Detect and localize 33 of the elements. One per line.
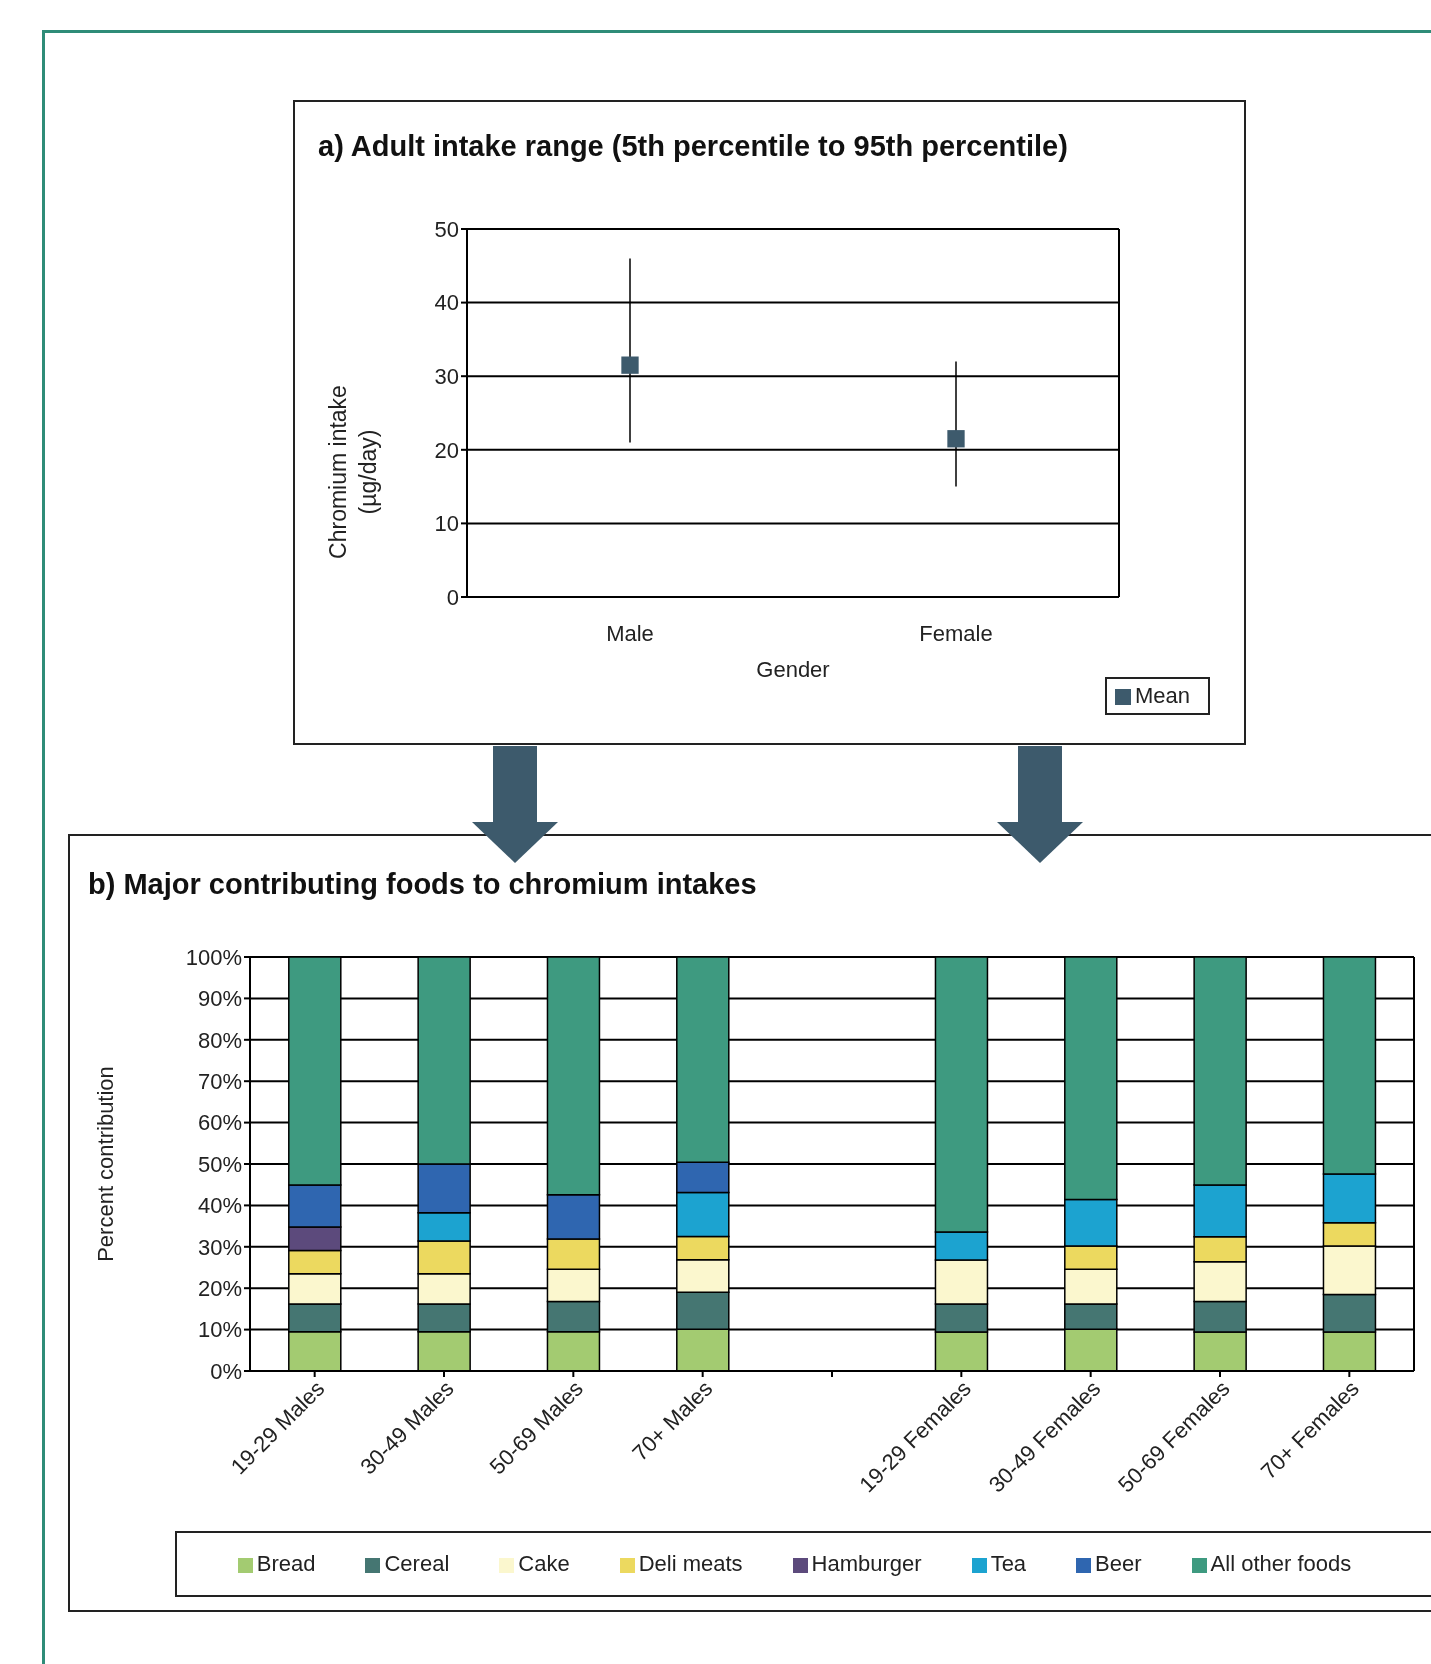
legend-label: Tea — [990, 1551, 1027, 1576]
chart-title: b) Major contributing foods to chromium intakes — [88, 868, 757, 901]
y-tick-label: 10 — [434, 511, 459, 537]
y-tick-label: 10% — [197, 1317, 242, 1343]
x-axis-title: Gender — [756, 657, 830, 682]
y-tick-label: 90% — [197, 986, 242, 1012]
y-tick-label: 30% — [197, 1234, 242, 1260]
legend-label: All other foods — [1210, 1551, 1352, 1576]
x-tick-label: Male — [606, 620, 654, 646]
legend-label: Mean — [1134, 683, 1190, 708]
y-tick-label: 40% — [197, 1193, 242, 1219]
y-tick-label: 40 — [434, 290, 459, 316]
x-tick-label: Female — [919, 620, 993, 646]
legend-label: Bread — [256, 1551, 316, 1576]
y-tick-label: 0% — [210, 1358, 242, 1384]
y-tick-label: 70% — [197, 1069, 242, 1095]
y-tick-label: 20% — [197, 1276, 242, 1302]
legend-label: Beer — [1095, 1551, 1142, 1576]
y-axis-title: Percent contribution — [92, 1066, 118, 1262]
y-tick-label: 0 — [446, 584, 459, 610]
legend-label: Deli meats — [638, 1551, 743, 1576]
legend-label: Cake — [518, 1551, 570, 1576]
y-tick-label: 20 — [434, 437, 459, 463]
legend-label: Hamburger — [811, 1551, 922, 1576]
chart-title: a) Adult intake range (5th percentile to 95th percentile) — [318, 130, 1068, 163]
y-tick-label: 60% — [197, 1110, 242, 1136]
y-tick-label: 50% — [197, 1151, 242, 1177]
y-tick-label: 30 — [434, 364, 459, 390]
y-tick-label: 80% — [197, 1027, 242, 1053]
legend-label: Cereal — [384, 1551, 450, 1576]
y-axis-title: Chromium intake (µg/day) — [324, 384, 382, 561]
y-tick-label: 100% — [185, 944, 242, 970]
y-tick-label: 50 — [434, 216, 459, 242]
